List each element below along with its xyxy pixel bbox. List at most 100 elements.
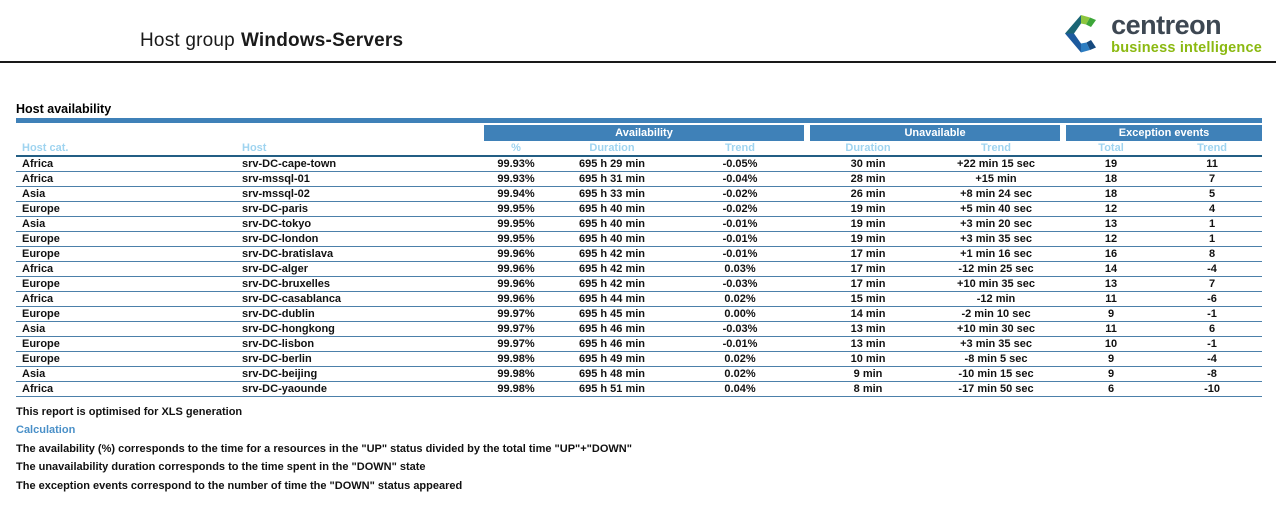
cell-unavailable-duration: 19 min [804,202,933,217]
column-header-exception-total: Total [1060,141,1163,157]
cell-availability-trend: -0.02% [676,202,805,217]
cell-unavailable-trend: +3 min 35 sec [932,232,1061,247]
cell-exception-trend: -1 [1162,337,1263,352]
cell-exception-trend: 7 [1162,277,1263,292]
cell-availability-pct: 99.95% [484,217,548,232]
cell-host: srv-DC-hongkong [236,322,484,337]
column-header-unavailable-trend: Trend [932,141,1061,157]
cell-availability-trend: -0.04% [676,172,805,187]
cell-host: srv-DC-bruxelles [236,277,484,292]
cell-unavailable-duration: 10 min [804,352,933,367]
cell-availability-pct: 99.97% [484,337,548,352]
cell-exception-total: 9 [1060,307,1163,322]
group-header-exception-events: Exception events [1060,125,1263,141]
table-row: Europe srv-DC-berlin 99.98% 695 h 49 min 0.0… [16,352,1263,367]
cell-exception-total: 12 [1060,232,1163,247]
cell-host-cat: Asia [16,187,236,202]
cell-exception-trend: -1 [1162,307,1263,322]
cell-host-cat: Europe [16,277,236,292]
cell-host-cat: Africa [16,292,236,307]
cell-availability-trend: -0.05% [676,157,805,172]
cell-host: srv-DC-cape-town [236,157,484,172]
footer-notes: This report is optimised for XLS generat… [16,403,1276,495]
table-row: Africa srv-DC-alger 99.96% 695 h 42 min 0.03… [16,262,1263,277]
cell-availability-duration: 695 h 42 min [548,262,676,277]
cell-host: srv-DC-beijing [236,367,484,382]
cell-exception-total: 10 [1060,337,1163,352]
cell-availability-trend: 0.03% [676,262,805,277]
column-header-availability-pct: % [484,141,548,157]
cell-unavailable-duration: 17 min [804,277,933,292]
cell-exception-total: 16 [1060,247,1163,262]
cell-exception-total: 13 [1060,217,1163,232]
cell-host: srv-DC-dublin [236,307,484,322]
cell-host-cat: Africa [16,262,236,277]
table-body: Africa srv-DC-cape-town 99.93% 695 h 29 min… [16,157,1263,397]
cell-unavailable-duration: 13 min [804,322,933,337]
group-header-availability: Availability [484,125,805,141]
cell-availability-pct: 99.96% [484,262,548,277]
cell-availability-pct: 99.93% [484,157,548,172]
table-row: Asia srv-mssql-02 99.94% 695 h 33 min -0.02%… [16,187,1263,202]
cell-host: srv-DC-bratislava [236,247,484,262]
cell-unavailable-duration: 30 min [804,157,933,172]
cell-exception-total: 11 [1060,292,1163,307]
cell-exception-total: 18 [1060,187,1163,202]
cell-availability-trend: 0.00% [676,307,805,322]
page-title: Host group Windows-Servers [140,30,403,52]
cell-host: srv-DC-berlin [236,352,484,367]
cell-availability-trend: -0.01% [676,337,805,352]
cell-host-cat: Europe [16,307,236,322]
cell-exception-trend: -8 [1162,367,1263,382]
cell-exception-trend: 1 [1162,232,1263,247]
cell-unavailable-duration: 19 min [804,232,933,247]
cell-availability-trend: -0.02% [676,187,805,202]
table-row: Europe srv-DC-paris 99.95% 695 h 40 min -0.0… [16,202,1263,217]
cell-host-cat: Africa [16,382,236,397]
cell-host-cat: Africa [16,157,236,172]
column-header-availability-duration: Duration [548,141,676,157]
cell-unavailable-trend: -17 min 50 sec [932,382,1061,397]
table-row: Europe srv-DC-dublin 99.97% 695 h 45 min 0.0… [16,307,1263,322]
cell-unavailable-trend: -2 min 10 sec [932,307,1061,322]
cell-unavailable-duration: 9 min [804,367,933,382]
cell-exception-total: 11 [1060,322,1163,337]
cell-availability-pct: 99.95% [484,232,548,247]
cell-availability-trend: 0.02% [676,352,805,367]
table-row: Europe srv-DC-bruxelles 99.96% 695 h 42 min… [16,277,1263,292]
cell-availability-pct: 99.98% [484,352,548,367]
table-row: Africa srv-DC-cape-town 99.93% 695 h 29 min… [16,157,1263,172]
cell-availability-duration: 695 h 40 min [548,232,676,247]
cell-availability-pct: 99.96% [484,277,548,292]
cell-unavailable-trend: +3 min 20 sec [932,217,1061,232]
cell-unavailable-trend: +8 min 24 sec [932,187,1061,202]
cell-host: srv-DC-tokyo [236,217,484,232]
cell-availability-pct: 99.97% [484,307,548,322]
cell-host-cat: Africa [16,172,236,187]
cell-unavailable-duration: 13 min [804,337,933,352]
section-heading: Host availability [16,102,112,116]
cell-availability-duration: 695 h 49 min [548,352,676,367]
xls-note: This report is optimised for XLS generat… [16,406,243,418]
cell-unavailable-trend: +10 min 35 sec [932,277,1061,292]
cell-unavailable-duration: 14 min [804,307,933,322]
cell-exception-total: 19 [1060,157,1163,172]
logo-brand-text: centreon [1111,10,1222,41]
cell-exception-trend: -4 [1162,352,1263,367]
logo-tagline-text: business intelligence [1111,40,1262,57]
cell-availability-pct: 99.95% [484,202,548,217]
cell-unavailable-duration: 17 min [804,247,933,262]
table-row: Asia srv-DC-hongkong 99.97% 695 h 46 min -0.… [16,322,1263,337]
cell-availability-duration: 695 h 46 min [548,337,676,352]
column-header-host-cat: Host cat. [16,141,236,157]
cell-exception-total: 12 [1060,202,1163,217]
table-row: Europe srv-DC-lisbon 99.97% 695 h 46 min -0.… [16,337,1263,352]
cell-unavailable-trend: +10 min 30 sec [932,322,1061,337]
cell-exception-trend: 11 [1162,157,1263,172]
cell-availability-duration: 695 h 42 min [548,277,676,292]
cell-unavailable-trend: +1 min 16 sec [932,247,1061,262]
cell-availability-trend: 0.02% [676,292,805,307]
table-row: Europe srv-DC-bratislava 99.96% 695 h 42 mi… [16,247,1263,262]
cell-unavailable-trend: -10 min 15 sec [932,367,1061,382]
cell-availability-pct: 99.96% [484,247,548,262]
